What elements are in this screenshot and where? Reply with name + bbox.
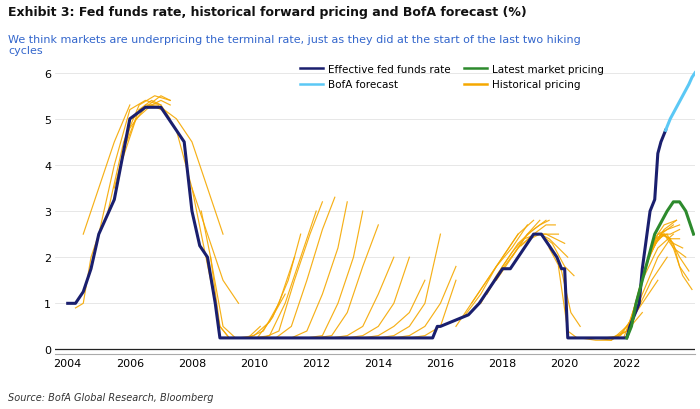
Text: Exhibit 3: Fed funds rate, historical forward pricing and BofA forecast (%): Exhibit 3: Fed funds rate, historical fo…: [8, 6, 527, 19]
Text: Source: BofA Global Research, Bloomberg: Source: BofA Global Research, Bloomberg: [8, 392, 214, 402]
Legend: Effective fed funds rate, BofA forecast, Latest market pricing, Historical prici: Effective fed funds rate, BofA forecast,…: [300, 65, 603, 90]
Text: We think markets are underpricing the terminal rate, just as they did at the sta: We think markets are underpricing the te…: [8, 35, 581, 56]
